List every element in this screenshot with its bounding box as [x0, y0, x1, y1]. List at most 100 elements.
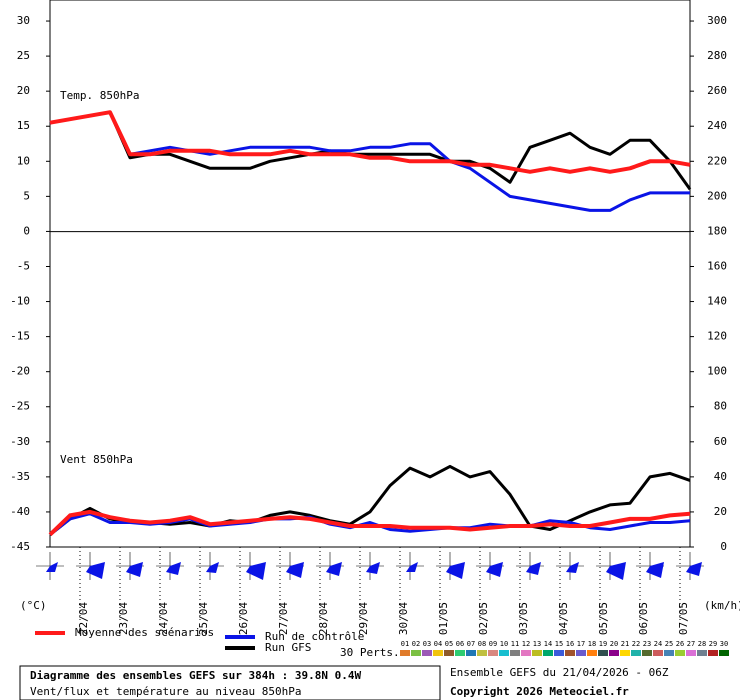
legend-label: Moyenne des scénarios — [75, 626, 214, 639]
perturbation-name: 29 — [709, 640, 717, 648]
y-tick-label: 5 — [23, 189, 30, 202]
perturbation-name: 22 — [632, 640, 640, 648]
perturbation-swatch — [587, 650, 597, 656]
perturbation-swatch — [532, 650, 542, 656]
perturbations-label: 30 Perts. — [340, 646, 400, 659]
y2-tick-label: 140 — [707, 295, 727, 308]
x-tick-label: 07/05 — [677, 602, 690, 635]
perturbation-swatch — [708, 650, 718, 656]
footer-title: Diagramme des ensembles GEFS sur 384h : … — [30, 669, 362, 682]
perturbation-name: 26 — [676, 640, 684, 648]
legend-label: Run GFS — [265, 641, 311, 654]
y2-tick-label: 160 — [707, 259, 727, 272]
x-tick-label: 29/04 — [357, 602, 370, 635]
plot-frame — [49, 0, 691, 548]
perturbation-swatch — [653, 650, 663, 656]
perturbation-name: 25 — [665, 640, 673, 648]
perturbation-swatch — [444, 650, 454, 656]
rose-petal — [366, 562, 380, 574]
y2-tick-label: 220 — [707, 154, 727, 167]
perturbation-name: 19 — [599, 640, 607, 648]
perturbation-swatch — [543, 650, 553, 656]
perturbation-swatch — [466, 650, 476, 656]
perturbation-name: 04 — [434, 640, 442, 648]
x-tick-label: 23/04 — [117, 602, 130, 635]
y2-tick-label: 200 — [707, 189, 727, 202]
panel-label: Temp. 850hPa — [60, 89, 139, 102]
series-line — [49, 110, 690, 212]
rose-petal — [46, 562, 58, 572]
perturbation-name: 16 — [566, 640, 574, 648]
perturbation-swatch — [620, 650, 630, 656]
y2-axis-label: (km/h) — [704, 599, 740, 612]
perturbation-name: 10 — [500, 640, 508, 648]
y2-tick-label: 80 — [714, 400, 727, 413]
x-tick-label: 04/05 — [557, 602, 570, 635]
x-tick-label: 24/04 — [157, 602, 170, 635]
perturbation-name: 23 — [643, 640, 651, 648]
y-tick-label: -40 — [10, 505, 30, 518]
perturbation-swatch — [686, 650, 696, 656]
y-tick-label: -45 — [10, 540, 30, 553]
y-tick-label: 15 — [17, 119, 30, 132]
perturbation-name: 15 — [555, 640, 563, 648]
panel-label: Vent 850hPa — [60, 453, 133, 466]
perturbation-swatch — [477, 650, 487, 656]
x-tick-label: 06/05 — [637, 602, 650, 635]
perturbation-name: 06 — [456, 640, 464, 648]
copyright: Copyright 2026 Meteociel.fr — [450, 685, 629, 698]
y2-tick-label: 280 — [707, 49, 727, 62]
y-tick-label: 0 — [23, 224, 30, 237]
run-info: Ensemble GEFS du 21/04/2026 - 06Z — [450, 666, 669, 679]
y2-tick-label: 180 — [707, 224, 727, 237]
perturbation-name: 03 — [423, 640, 431, 648]
series-line — [48, 509, 691, 537]
perturbation-name: 12 — [522, 640, 530, 648]
x-tick-label: 26/04 — [237, 602, 250, 635]
y2-tick-label: 100 — [707, 365, 727, 378]
y-tick-label: -25 — [10, 400, 30, 413]
perturbation-swatch — [455, 650, 465, 656]
y-tick-label: -35 — [10, 470, 30, 483]
series-line — [49, 110, 691, 174]
x-tick-label: 27/04 — [277, 602, 290, 635]
footer-box — [19, 665, 441, 700]
perturbation-swatch — [565, 650, 575, 656]
perturbation-swatch — [642, 650, 652, 656]
perturbation-name: 05 — [445, 640, 453, 648]
rose-petal — [206, 562, 219, 573]
y-tick-label: 20 — [17, 84, 30, 97]
y2-tick-label: 20 — [714, 505, 727, 518]
x-tick-label: 30/04 — [397, 602, 410, 635]
rose-petal — [86, 562, 105, 579]
rose-petal — [246, 562, 266, 580]
perturbation-swatch — [554, 650, 564, 656]
y-tick-label: -5 — [17, 259, 30, 272]
perturbation-swatch — [664, 650, 674, 656]
perturbation-swatch — [422, 650, 432, 656]
perturbation-name: 27 — [687, 640, 695, 648]
y-tick-label: 30 — [17, 14, 30, 27]
perturbation-name: 28 — [698, 640, 706, 648]
rose-petal — [166, 562, 181, 575]
rose-petal — [406, 562, 418, 572]
perturbation-swatch — [510, 650, 520, 656]
x-tick-label: 01/05 — [437, 602, 450, 635]
x-tick-label: 02/05 — [477, 602, 490, 635]
rose-petal — [606, 562, 626, 580]
perturbation-swatch — [598, 650, 608, 656]
y2-tick-label: 260 — [707, 84, 727, 97]
perturbation-swatch — [400, 650, 410, 656]
perturbation-name: 18 — [588, 640, 596, 648]
x-tick-label: 22/04 — [77, 602, 90, 635]
perturbation-name: 01 — [401, 640, 409, 648]
y2-tick-label: 0 — [720, 540, 727, 553]
y2-tick-label: 60 — [714, 435, 727, 448]
perturbation-name: 24 — [654, 640, 662, 648]
perturbation-name: 20 — [610, 640, 618, 648]
perturbation-name: 07 — [467, 640, 475, 648]
y2-tick-label: 40 — [714, 470, 727, 483]
x-tick-label: 28/04 — [317, 602, 330, 635]
y-tick-label: -15 — [10, 330, 30, 343]
